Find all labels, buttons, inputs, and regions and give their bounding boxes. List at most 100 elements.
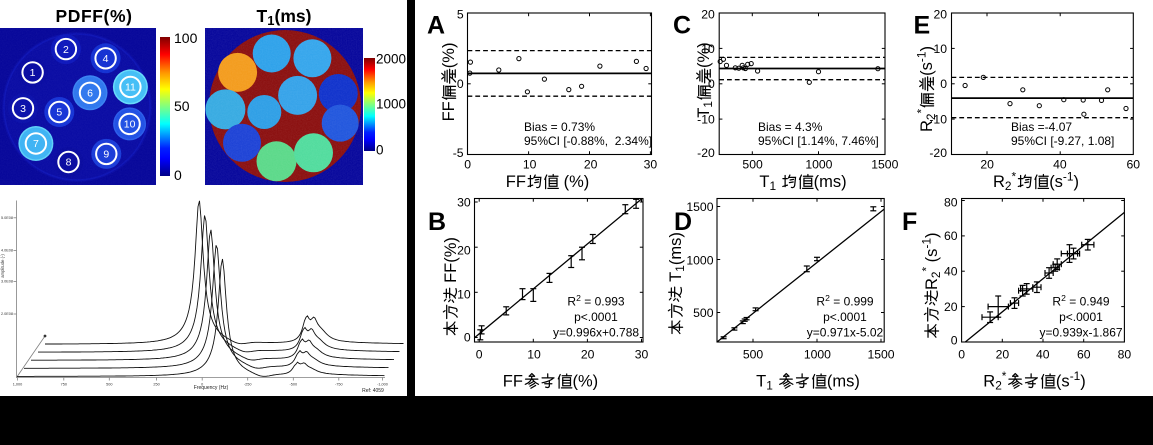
svg-text:500: 500 xyxy=(693,306,714,320)
svg-text:-1: -1 xyxy=(1063,170,1074,184)
svg-text:0: 0 xyxy=(464,330,471,344)
svg-text:10: 10 xyxy=(933,42,947,56)
svg-text:7: 7 xyxy=(33,138,39,150)
svg-text:B: B xyxy=(428,208,446,236)
svg-text:FF(%): FF(%) xyxy=(442,237,460,287)
svg-text:60: 60 xyxy=(1077,348,1091,362)
svg-text:10: 10 xyxy=(523,158,537,172)
svg-text:10: 10 xyxy=(124,119,136,131)
svg-text:): ) xyxy=(923,233,941,239)
svg-text:(%): (%) xyxy=(573,372,599,390)
svg-text:= 0.999: = 0.999 xyxy=(830,294,874,308)
svg-text:= 0.993: = 0.993 xyxy=(581,294,625,308)
svg-text:1: 1 xyxy=(766,378,773,392)
svg-text:FF: FF xyxy=(506,173,526,191)
svg-text:FF: FF xyxy=(440,101,458,121)
svg-text:80: 80 xyxy=(944,195,958,209)
svg-text:T: T xyxy=(695,108,713,118)
svg-text:4.0E08: 4.0E08 xyxy=(1,249,13,253)
svg-text:2: 2 xyxy=(576,293,581,303)
svg-text:-1: -1 xyxy=(1070,369,1081,383)
svg-text:-10: -10 xyxy=(697,113,715,127)
svg-text:20: 20 xyxy=(996,348,1010,362)
svg-text:60: 60 xyxy=(1127,158,1141,172)
svg-text:p<.0001: p<.0001 xyxy=(823,310,867,324)
svg-text:30: 30 xyxy=(457,195,471,209)
svg-text:Bias =-4.07: Bias =-4.07 xyxy=(1011,120,1072,134)
svg-text:1500: 1500 xyxy=(867,348,894,362)
svg-text:1: 1 xyxy=(770,179,777,193)
svg-text:): ) xyxy=(1080,372,1086,390)
svg-text:(%): (%) xyxy=(559,173,589,191)
svg-text:1: 1 xyxy=(673,265,687,272)
svg-text:y=0.939x-1.867: y=0.939x-1.867 xyxy=(1040,325,1123,339)
svg-text:2: 2 xyxy=(1061,293,1066,303)
svg-text:20: 20 xyxy=(933,7,947,21)
svg-text:0: 0 xyxy=(476,348,483,362)
svg-text:(s: (s xyxy=(1049,173,1063,191)
svg-text:F: F xyxy=(902,208,917,236)
svg-text:2: 2 xyxy=(924,113,938,120)
svg-text:1: 1 xyxy=(30,67,36,79)
svg-text:Ref: 4059: Ref: 4059 xyxy=(362,388,384,394)
svg-text:750: 750 xyxy=(61,383,67,387)
svg-text:500: 500 xyxy=(106,383,112,387)
svg-text:2: 2 xyxy=(1005,179,1012,193)
svg-text:-10: -10 xyxy=(929,113,947,127)
svg-text:Bias = 4.3%: Bias = 4.3% xyxy=(758,120,823,134)
svg-text:20: 20 xyxy=(581,348,595,362)
svg-text:95%CI [1.14%, 7.46%]: 95%CI [1.14%, 7.46%] xyxy=(758,134,879,148)
svg-text:R: R xyxy=(816,294,825,308)
svg-text:= 0.949: = 0.949 xyxy=(1066,294,1110,308)
svg-text:60: 60 xyxy=(944,229,958,243)
svg-text:T: T xyxy=(759,173,769,191)
svg-text:): ) xyxy=(1074,173,1080,191)
svg-text:p<.0001: p<.0001 xyxy=(574,310,618,324)
svg-text:40: 40 xyxy=(1053,158,1067,172)
svg-text:0: 0 xyxy=(708,77,715,91)
svg-text:1000: 1000 xyxy=(805,158,832,172)
svg-text:1: 1 xyxy=(701,101,715,108)
svg-text:250: 250 xyxy=(153,383,159,387)
svg-text:): ) xyxy=(918,46,936,52)
svg-text:0: 0 xyxy=(201,383,203,387)
svg-text:(ms): (ms) xyxy=(827,372,860,390)
svg-text:20: 20 xyxy=(944,300,958,314)
svg-text:1500: 1500 xyxy=(871,158,898,172)
svg-text:(ms): (ms) xyxy=(814,173,847,191)
svg-text:y=0.996x+0.788: y=0.996x+0.788 xyxy=(553,325,639,339)
svg-text:(%): (%) xyxy=(440,43,458,69)
svg-text:4: 4 xyxy=(103,53,109,65)
svg-text:0: 0 xyxy=(958,348,965,362)
svg-text:R: R xyxy=(993,173,1005,191)
svg-text:(s: (s xyxy=(1056,372,1070,390)
svg-text:*: * xyxy=(1012,170,1017,184)
svg-text:2: 2 xyxy=(825,293,830,303)
svg-text:y=0.971x-5.02: y=0.971x-5.02 xyxy=(807,325,884,339)
svg-text:amplitude (-): amplitude (-) xyxy=(0,254,5,278)
svg-text:(%): (%) xyxy=(695,42,713,68)
svg-text:5: 5 xyxy=(457,7,464,21)
svg-text:R: R xyxy=(1052,294,1061,308)
svg-text:1,000: 1,000 xyxy=(13,383,23,387)
svg-text:2: 2 xyxy=(63,44,69,56)
svg-text:20: 20 xyxy=(980,158,994,172)
svg-text:T: T xyxy=(667,272,685,287)
svg-text:1500: 1500 xyxy=(686,200,713,214)
svg-text:80: 80 xyxy=(1118,348,1132,362)
svg-text:95%CI [-0.88%, 2.34%]: 95%CI [-0.88%, 2.34%] xyxy=(524,134,652,148)
svg-text:T: T xyxy=(756,372,766,390)
svg-text:8: 8 xyxy=(66,157,72,169)
svg-text:Bias = 0.73%: Bias = 0.73% xyxy=(524,120,595,134)
svg-text:6: 6 xyxy=(87,88,93,100)
svg-text:A: A xyxy=(427,12,445,40)
svg-text:FF: FF xyxy=(503,372,523,390)
svg-text:-20: -20 xyxy=(929,146,947,160)
svg-text:40: 40 xyxy=(1036,348,1050,362)
svg-text:3: 3 xyxy=(20,103,26,115)
svg-text:0: 0 xyxy=(951,333,958,347)
svg-text:10: 10 xyxy=(457,287,471,301)
svg-text:-1: -1 xyxy=(920,238,934,249)
svg-text:R: R xyxy=(918,120,936,132)
svg-text:-750: -750 xyxy=(335,383,343,387)
